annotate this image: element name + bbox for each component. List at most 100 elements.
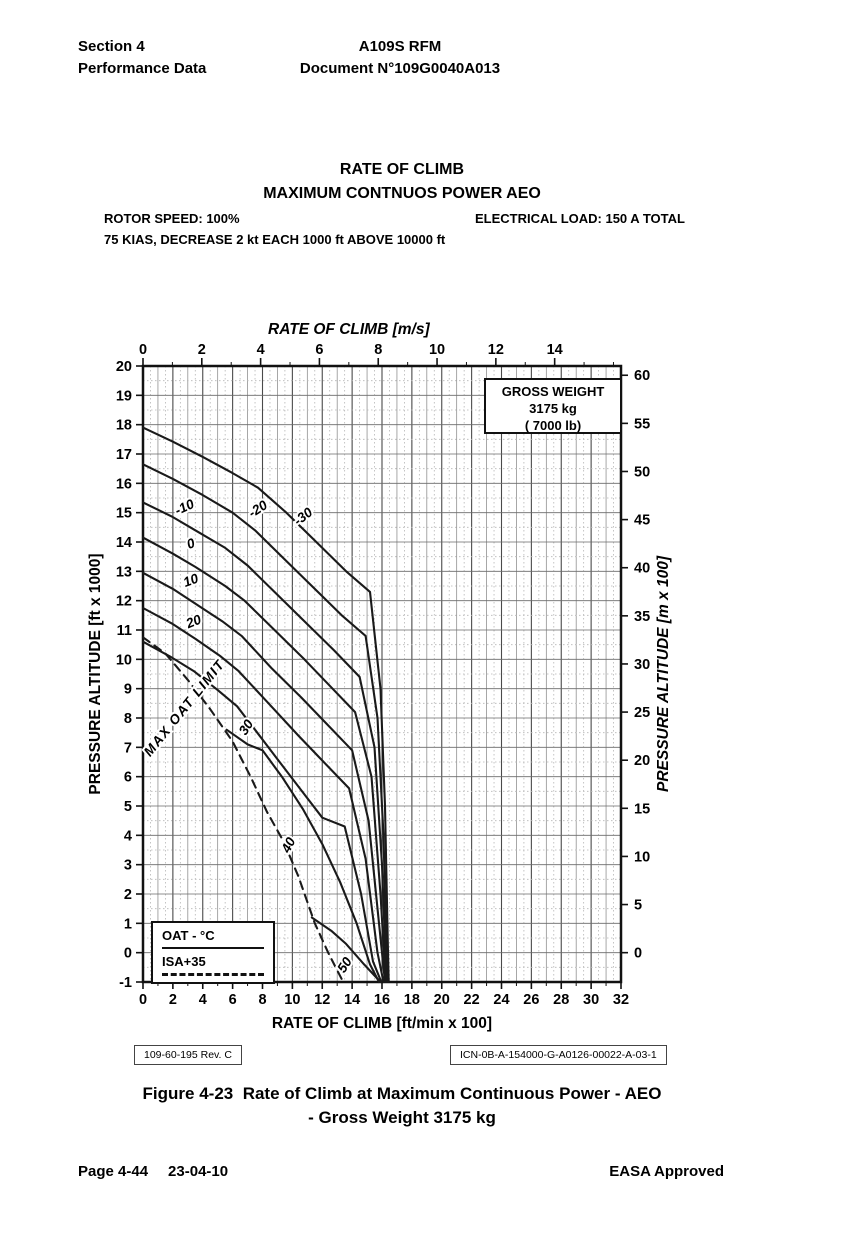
svg-text:22: 22 [464,992,480,1008]
chart-title: RATE OF CLIMB [339,161,465,178]
svg-text:14: 14 [116,535,132,551]
svg-text:-1: -1 [119,975,132,991]
svg-text:6: 6 [229,992,237,1008]
svg-text:6: 6 [124,770,132,786]
svg-text:15: 15 [116,506,132,522]
svg-text:30: 30 [583,992,599,1008]
svg-text:7: 7 [124,740,132,756]
svg-text:5: 5 [124,799,132,815]
svg-text:4: 4 [257,342,265,358]
svg-text:20: 20 [634,753,650,769]
svg-text:10: 10 [634,849,650,865]
icn-ref-box: ICN-0B-A-154000-G-A0126-00022-A-03-1 [450,1045,667,1065]
gross-weight-box: GROSS WEIGHT 3175 kg ( 7000 lb) [484,378,622,434]
svg-text:40: 40 [278,834,299,856]
oat-legend-isa: ISA+35 [162,954,206,969]
svg-text:55: 55 [634,416,650,432]
svg-text:26: 26 [523,992,539,1008]
svg-text:40: 40 [634,561,650,577]
gross-weight-kg: 3175 kg [529,401,577,416]
svg-text:-30: -30 [291,504,316,528]
svg-text:-10: -10 [172,496,196,518]
solid-line-sample [162,947,264,949]
svg-text:4: 4 [199,992,207,1008]
svg-text:9: 9 [124,682,132,698]
svg-text:0: 0 [139,992,147,1008]
svg-text:30: 30 [236,716,257,737]
svg-text:30: 30 [634,657,650,673]
header-center: A109S RFM Document N°109G0040A013 [0,36,800,80]
chart-title-block: RATE OF CLIMB MAXIMUM CONTNUOS POWER AEO [0,158,804,206]
svg-text:14: 14 [344,992,360,1008]
svg-text:24: 24 [493,992,509,1008]
svg-text:12: 12 [488,342,504,358]
figure-title: Rate of Climb at Maximum Continuous Powe… [242,1084,662,1103]
svg-text:-20: -20 [246,497,271,520]
svg-text:10: 10 [429,342,445,358]
svg-text:PRESSURE ALTITUDE [ft x 1000]: PRESSURE ALTITUDE [ft x 1000] [87,553,104,794]
footer-page-number: Page 4-44 [78,1163,149,1180]
footer-approval: EASA Approved [609,1163,724,1180]
svg-text:20: 20 [434,992,450,1008]
figure-number: Figure 4-23 [142,1084,234,1103]
svg-text:19: 19 [116,388,132,404]
airspeed-condition-note: 75 KIAS, DECREASE 2 kt EACH 1000 ft ABOV… [104,232,446,247]
svg-text:10: 10 [181,571,201,590]
svg-text:8: 8 [124,711,132,727]
svg-text:16: 16 [374,992,390,1008]
svg-text:35: 35 [634,609,650,625]
svg-text:MAX OAT LIMIT: MAX OAT LIMIT [141,656,228,759]
figure-caption-line1: Figure 4-23 Rate of Climb at Maximum Con… [0,1082,804,1106]
oat-legend-box: OAT - °C ISA+35 [151,921,275,984]
footer-date: 23-04-10 [168,1163,229,1180]
svg-text:28: 28 [553,992,569,1008]
dashed-line-sample [162,973,264,976]
svg-text:18: 18 [404,992,420,1008]
revision-ref-box: 109-60-195 Rev. C [134,1045,242,1065]
svg-text:14: 14 [547,342,563,358]
svg-text:5: 5 [634,898,642,914]
oat-legend-title: OAT - °C [162,928,215,943]
header-section: Section 4 [78,38,145,55]
header-subsection: Performance Data [78,60,207,77]
gross-weight-title: GROSS WEIGHT [501,384,605,399]
svg-text:PRESSURE ALTITUDE [m x 100]: PRESSURE ALTITUDE [m x 100] [655,555,672,792]
svg-text:17: 17 [116,447,132,463]
svg-text:10: 10 [116,652,132,668]
header-doc-title: A109S RFM [358,38,442,55]
header-left: Section 4 Performance Data [78,36,206,80]
svg-text:6: 6 [315,342,323,358]
svg-text:25: 25 [634,705,650,721]
svg-text:11: 11 [117,623,132,639]
svg-text:10: 10 [284,992,300,1008]
svg-text:1: 1 [124,916,132,932]
svg-text:RATE OF CLIMB [ft/min x 100]: RATE OF CLIMB [ft/min x 100] [272,1015,492,1032]
svg-text:0: 0 [185,535,198,552]
header-doc-number: Document N°109G0040A013 [299,60,501,77]
svg-text:2: 2 [198,342,206,358]
figure-caption: Figure 4-23 Rate of Climb at Maximum Con… [0,1082,804,1130]
svg-text:15: 15 [634,801,650,817]
svg-text:45: 45 [634,513,650,529]
svg-text:12: 12 [314,992,330,1008]
svg-text:8: 8 [258,992,266,1008]
svg-text:18: 18 [116,418,132,434]
svg-text:20: 20 [183,611,204,631]
svg-text:4: 4 [124,828,132,844]
footer-left: Page 4-44 23-04-10 [78,1163,248,1180]
rotor-speed-note: ROTOR SPEED: 100% [104,211,240,226]
svg-text:RATE OF CLIMB [m/s]: RATE OF CLIMB [m/s] [268,321,430,338]
figure-caption-line2: - Gross Weight 3175 kg [308,1108,496,1127]
electrical-load-note: ELECTRICAL LOAD: 150 A TOTAL [475,211,685,226]
svg-text:50: 50 [334,954,355,975]
svg-text:12: 12 [116,594,132,610]
svg-text:32: 32 [613,992,629,1008]
svg-text:2: 2 [169,992,177,1008]
svg-text:60: 60 [634,368,650,384]
svg-text:50: 50 [634,464,650,480]
svg-text:16: 16 [116,476,132,492]
svg-text:20: 20 [116,359,132,375]
svg-text:0: 0 [139,342,147,358]
svg-text:8: 8 [374,342,382,358]
